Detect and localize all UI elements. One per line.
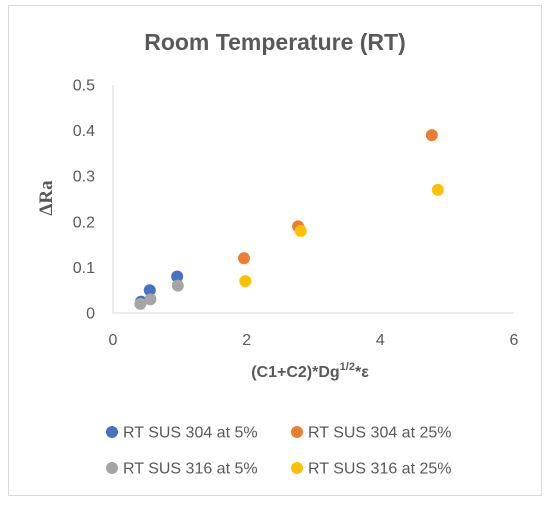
- legend-item-series-2: RT SUS 304 at 25%: [291, 425, 452, 442]
- legend-marker: [291, 462, 303, 474]
- y-tick-label: 0.1: [73, 260, 95, 277]
- y-tick-label: 0.4: [73, 123, 95, 140]
- y-tick-labels: 0 0.1 0.2 0.3 0.4 0.5: [73, 78, 95, 323]
- legend-item-series-3: RT SUS 316 at 5%: [106, 461, 258, 478]
- y-tick-label: 0.3: [73, 169, 95, 186]
- x-tick-labels: 0 2 4 6: [109, 332, 519, 349]
- x-axis-label-superscript: 1/2: [340, 361, 355, 373]
- legend: RT SUS 304 at 5% RT SUS 304 at 25% RT SUS …: [106, 425, 452, 478]
- y-tick-label: 0: [86, 306, 95, 323]
- legend-marker: [106, 426, 118, 438]
- x-axis-label-tail: *ε: [355, 364, 369, 381]
- x-tick-label: 0: [109, 332, 118, 349]
- y-tick-label: 0.5: [73, 78, 95, 95]
- data-point-series-1: [143, 284, 156, 297]
- data-point-series-4: [294, 224, 307, 237]
- legend-item-series-1: RT SUS 304 at 5%: [106, 425, 258, 442]
- data-point-series-3: [171, 279, 184, 292]
- legend-label: RT SUS 316 at 5%: [123, 461, 258, 478]
- data-point-series-4: [239, 275, 252, 288]
- x-tick-label: 2: [242, 332, 251, 349]
- x-tick-label: 4: [376, 332, 385, 349]
- data-point-series-2: [425, 129, 438, 142]
- chart-title: Room Temperature (RT): [144, 29, 406, 55]
- x-axis-label-base: (C1+C2)*Dg: [251, 364, 339, 381]
- legend-label: RT SUS 304 at 25%: [308, 425, 452, 442]
- data-points: [134, 129, 444, 310]
- legend-marker: [106, 462, 118, 474]
- legend-label: RT SUS 304 at 5%: [123, 425, 258, 442]
- legend-item-series-4: RT SUS 316 at 25%: [291, 461, 452, 478]
- legend-marker: [291, 426, 303, 438]
- data-point-series-2: [237, 252, 250, 265]
- y-tick-label: 0.2: [73, 214, 95, 231]
- chart-frame: [8, 5, 542, 496]
- data-point-series-1: [171, 270, 184, 283]
- x-axis-label: (C1+C2)*Dg1/2*ε: [251, 361, 369, 381]
- data-point-series-4: [431, 183, 444, 196]
- x-tick-label: 6: [510, 332, 519, 349]
- data-point-series-3: [134, 297, 147, 310]
- y-axis-label: ΔRa: [36, 180, 57, 216]
- legend-label: RT SUS 316 at 25%: [308, 461, 452, 478]
- data-point-series-3: [144, 293, 157, 306]
